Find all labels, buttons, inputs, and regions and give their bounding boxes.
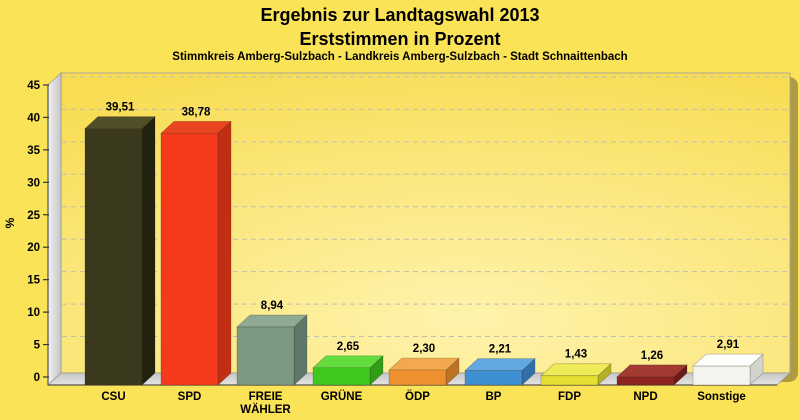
bar: [464, 357, 536, 386]
bar: [616, 364, 688, 386]
x-axis-label: BP: [486, 391, 502, 403]
y-tick-label: 5: [34, 340, 41, 352]
bar-value-label: 1,43: [565, 349, 587, 361]
y-tick-label: 45: [27, 80, 40, 92]
bar-value-label: 1,26: [641, 350, 663, 362]
bar-value-label: 2,65: [337, 341, 360, 353]
x-axis-label: CSU: [101, 391, 125, 403]
bar-front-face: [388, 369, 447, 386]
y-tick-label: 15: [27, 275, 40, 287]
y-tick-label: 10: [27, 307, 40, 319]
x-axis-label: GRÜNE: [321, 390, 363, 403]
x-axis-label: ÖDP: [405, 390, 430, 403]
bar: [540, 362, 612, 386]
bar: [388, 357, 460, 386]
bar-value-label: 38,78: [182, 106, 211, 118]
bar-side-face: [141, 115, 156, 386]
y-tick-label: 20: [27, 242, 40, 254]
bar: [84, 115, 156, 386]
y-tick-label: 40: [27, 112, 40, 124]
x-axis-label: NPD: [633, 391, 657, 403]
y-axis-title: %: [3, 217, 17, 228]
bar: [312, 355, 384, 386]
bar-side-face: [217, 120, 232, 386]
bar-front-face: [692, 365, 751, 386]
chart-title-line1: Ergebnis zur Landtagswahl 2013: [260, 5, 540, 25]
x-axis-label: Sonstige: [697, 391, 746, 403]
bar: [692, 353, 764, 386]
bar-front-face: [616, 376, 675, 386]
chart-title-line2: Erststimmen in Prozent: [299, 29, 501, 49]
bar-front-face: [160, 132, 219, 386]
bar: [160, 120, 232, 386]
bar-value-label: 2,91: [717, 339, 740, 351]
bar-front-face: [464, 370, 523, 386]
bar-front-face: [540, 375, 599, 386]
y-tick-label: 30: [27, 177, 40, 189]
y-tick-label: 0: [34, 372, 40, 384]
bar-value-label: 8,94: [261, 300, 284, 312]
left-wall: [47, 72, 62, 386]
y-tick-label: 35: [27, 145, 40, 157]
bar: [236, 314, 308, 386]
bar-value-label: 2,30: [413, 343, 435, 355]
bar-value-label: 2,21: [489, 344, 512, 356]
chart-subtitle: Stimmkreis Amberg-Sulzbach - Landkreis A…: [172, 51, 628, 63]
x-axis-label: SPD: [178, 391, 202, 403]
bar-front-face: [236, 326, 295, 386]
x-axis-label: FREIE WÄHLER: [240, 391, 291, 416]
bar-front-face: [84, 128, 143, 386]
x-axis-label: FDP: [558, 391, 581, 403]
bar-front-face: [312, 367, 371, 386]
y-tick-label: 25: [27, 210, 40, 222]
bar-value-label: 39,51: [106, 102, 135, 114]
